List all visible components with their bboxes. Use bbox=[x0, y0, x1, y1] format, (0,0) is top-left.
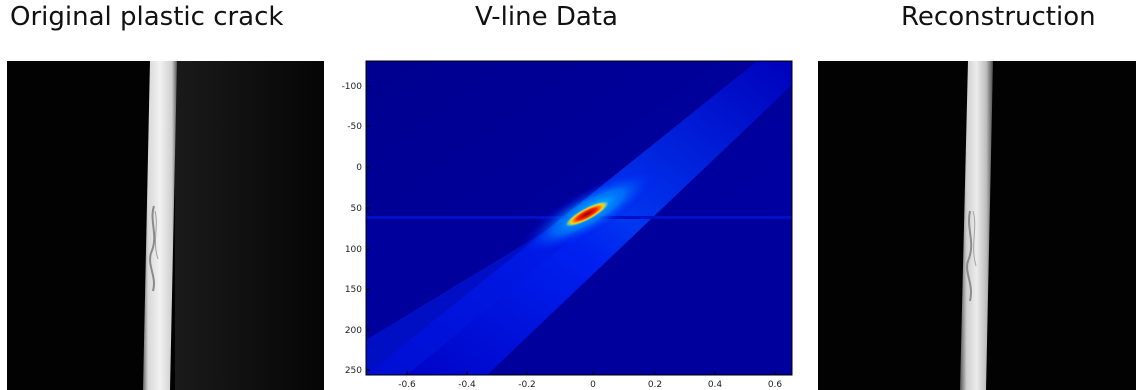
x-tick-label: -0.6 bbox=[398, 380, 416, 390]
x-tick-label: 0.4 bbox=[708, 380, 723, 390]
x-axis: -0.6 -0.4 -0.2 0 0.2 0.4 0.6 bbox=[398, 371, 782, 390]
y-tick-label: 0 bbox=[356, 163, 362, 173]
y-tick-label: -50 bbox=[347, 122, 362, 132]
y-tick-label: 200 bbox=[345, 326, 362, 336]
x-tick-label: -0.2 bbox=[518, 380, 536, 390]
vline-heatmap-svg: -100 -50 0 50 100 150 200 250 -0.6 -0.4 … bbox=[342, 60, 793, 390]
original-crack-image bbox=[7, 61, 324, 390]
x-tick-label: 0 bbox=[590, 380, 596, 390]
y-axis: -100 -50 0 50 100 150 200 250 bbox=[342, 82, 370, 376]
y-tick-label: 50 bbox=[351, 204, 363, 214]
y-tick-label: 100 bbox=[345, 245, 362, 255]
y-tick-label: -100 bbox=[342, 82, 363, 92]
title-reconstruction: Reconstruction bbox=[901, 2, 1096, 32]
y-tick-label: 250 bbox=[345, 366, 362, 376]
reconstruction-image bbox=[818, 61, 1136, 390]
heatmap-area bbox=[365, 60, 793, 376]
y-tick-label: 150 bbox=[345, 285, 362, 295]
reconstruction-graphic bbox=[960, 61, 993, 390]
x-tick-label: 0.2 bbox=[648, 380, 662, 390]
original-crack-graphic bbox=[143, 61, 324, 390]
x-tick-label: 0.6 bbox=[768, 380, 783, 390]
title-original: Original plastic crack bbox=[10, 2, 284, 32]
title-vline-data: V-line Data bbox=[475, 2, 618, 32]
vline-data-plot: -100 -50 0 50 100 150 200 250 -0.6 -0.4 … bbox=[337, 40, 795, 390]
x-tick-label: -0.4 bbox=[458, 380, 476, 390]
